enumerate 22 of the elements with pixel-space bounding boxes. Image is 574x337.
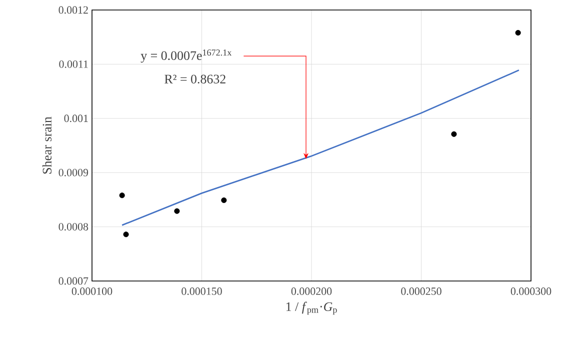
line-series xyxy=(121,69,520,226)
annotation: y = 0.0007e$^{1672.1x}$ xyxy=(140,50,232,63)
x-tick-label: 0.000150 xyxy=(182,288,222,295)
point xyxy=(123,232,129,238)
point xyxy=(515,30,521,36)
x-axis-title: 1 / f$_{pm}$·G$_{p}$ xyxy=(286,302,337,315)
x-tick-label: 0.000250 xyxy=(401,288,442,295)
point xyxy=(221,197,227,204)
x-tick-label: 0.000200 xyxy=(291,288,332,295)
y-tick-label: 0.0012 xyxy=(58,6,88,14)
y-tick-label: 0.001 xyxy=(64,114,88,122)
y-axis-title: Shear srain xyxy=(42,116,52,174)
y-tick-label: 0.0009 xyxy=(58,168,88,176)
y-tick-label: 0.0011 xyxy=(59,60,88,68)
x-tick-label: 0.000300 xyxy=(510,288,552,295)
y-tick-label: 0.0007 xyxy=(58,277,88,285)
y-tick-label: 0.0008 xyxy=(58,223,88,231)
point xyxy=(451,131,457,137)
annotation: R² = 0.8632 xyxy=(164,74,226,84)
x-tick-label: 0.000100 xyxy=(72,288,112,295)
point xyxy=(119,192,125,198)
point xyxy=(174,208,180,214)
